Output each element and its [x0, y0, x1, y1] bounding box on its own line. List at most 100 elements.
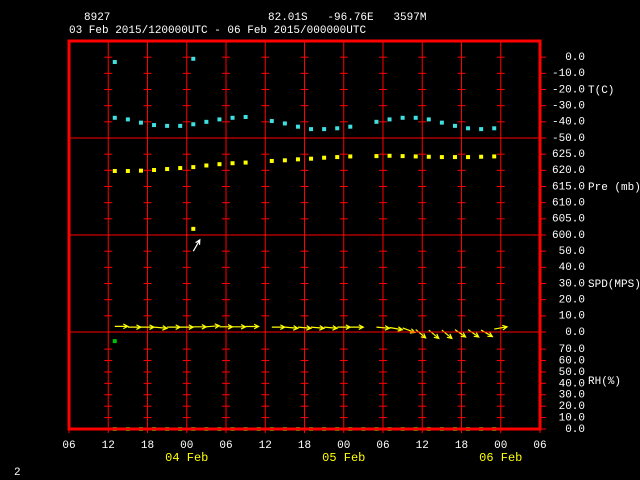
- wind-arrow: [337, 324, 352, 330]
- data-point: [348, 154, 353, 159]
- y-tick-label: 10.0: [559, 311, 585, 323]
- wind-arrow: [193, 324, 208, 330]
- wind-arrow: [454, 329, 467, 338]
- y-tick-label: 0.0: [565, 424, 585, 436]
- data-point: [191, 56, 196, 61]
- date-label: 04 Feb: [165, 451, 208, 465]
- y-tick-label: 20.0: [559, 295, 585, 307]
- station-id: 8927: [84, 12, 110, 24]
- y-tick-label: 10.0: [559, 412, 585, 424]
- y-tick-label: 60.0: [559, 355, 585, 367]
- y-tick-label: -20.0: [552, 84, 585, 96]
- wind-arrow: [114, 323, 130, 330]
- x-tick-label: 00: [180, 440, 193, 452]
- wind-arrow: [206, 323, 221, 329]
- data-point: [138, 168, 143, 173]
- wind-arrow: [284, 325, 300, 331]
- wind-arrow: [153, 325, 169, 331]
- data-point: [191, 165, 196, 170]
- data-point: [152, 168, 157, 173]
- y-tick-label: 20.0: [559, 401, 585, 413]
- data-point: [204, 163, 209, 168]
- x-tick-label: 12: [259, 440, 272, 452]
- wind-arrow: [480, 329, 494, 338]
- data-point: [439, 120, 444, 125]
- wind-arrow: [428, 329, 440, 340]
- data-point: [322, 127, 327, 132]
- data-point: [191, 226, 196, 231]
- y-tick-label: -10.0: [552, 68, 585, 80]
- wind-arrow: [232, 324, 247, 330]
- data-point: [112, 115, 117, 120]
- data-point: [309, 127, 314, 132]
- wind-arrow: [297, 325, 313, 331]
- wind-arrow: [219, 324, 234, 330]
- y-tick-label: 600.0: [552, 230, 585, 242]
- data-point: [112, 168, 117, 173]
- panel-label: RH(%): [588, 376, 621, 388]
- y-tick-label: -30.0: [552, 101, 585, 113]
- data-point: [178, 123, 183, 128]
- data-point: [492, 126, 497, 131]
- wind-arrow: [180, 324, 195, 330]
- wind-arrow: [310, 325, 326, 331]
- x-tick-label: 12: [102, 440, 115, 452]
- data-point: [295, 124, 300, 129]
- wind-arrow: [494, 324, 509, 331]
- x-tick-label: 00: [337, 440, 350, 452]
- data-point: [165, 123, 170, 128]
- panel-label: SPD(MPS): [588, 279, 640, 291]
- data-point: [466, 126, 471, 131]
- y-tick-label: 30.0: [559, 278, 585, 290]
- data-point: [492, 154, 497, 159]
- data-point: [466, 155, 471, 160]
- panel-label: Pre (mb): [588, 182, 640, 194]
- data-point: [230, 161, 235, 166]
- y-tick-label: 40.0: [559, 378, 585, 390]
- data-point: [230, 115, 235, 120]
- data-point: [335, 155, 340, 160]
- date-label: 05 Feb: [322, 451, 365, 465]
- x-tick-label: 06: [62, 440, 75, 452]
- x-tick-label: 12: [416, 440, 429, 452]
- data-point: [426, 117, 431, 122]
- data-point: [322, 155, 327, 160]
- data-point: [217, 117, 222, 122]
- y-tick-label: 610.0: [552, 198, 585, 210]
- data-point: [439, 155, 444, 160]
- data-point: [295, 157, 300, 162]
- page-number: 2: [14, 467, 21, 479]
- x-tick-label: 06: [219, 440, 232, 452]
- data-point: [426, 154, 431, 159]
- data-point: [125, 117, 130, 122]
- wind-arrow: [167, 324, 182, 330]
- data-point: [152, 123, 157, 128]
- plot-frame: [67, 39, 542, 431]
- y-tick-label: -50.0: [552, 133, 585, 145]
- wind-arrow: [441, 329, 453, 340]
- data-point: [479, 127, 484, 132]
- data-point: [112, 339, 117, 344]
- data-point: [269, 119, 274, 124]
- y-tick-label: 0.0: [565, 327, 585, 339]
- data-point: [125, 168, 130, 173]
- date-label: 06 Feb: [479, 451, 522, 465]
- x-tick-label: 06: [533, 440, 546, 452]
- data-point: [400, 154, 405, 159]
- wind-arrow: [350, 324, 365, 330]
- wind-arrow: [389, 326, 404, 332]
- time-period: 03 Feb 2015/120000UTC - 06 Feb 2015/0000…: [69, 25, 366, 37]
- x-tick-label: 00: [494, 440, 507, 452]
- x-tick-label: 18: [141, 440, 154, 452]
- data-point: [479, 154, 484, 159]
- data-point: [374, 154, 379, 159]
- y-tick-label: 615.0: [552, 181, 585, 193]
- wind-arrow: [467, 329, 480, 338]
- y-tick-label: 50.0: [559, 246, 585, 258]
- y-tick-label: 50.0: [559, 367, 585, 379]
- data-point: [413, 115, 418, 120]
- wind-arrow: [415, 329, 427, 339]
- x-tick-label: 18: [455, 440, 468, 452]
- y-tick-label: -40.0: [552, 117, 585, 129]
